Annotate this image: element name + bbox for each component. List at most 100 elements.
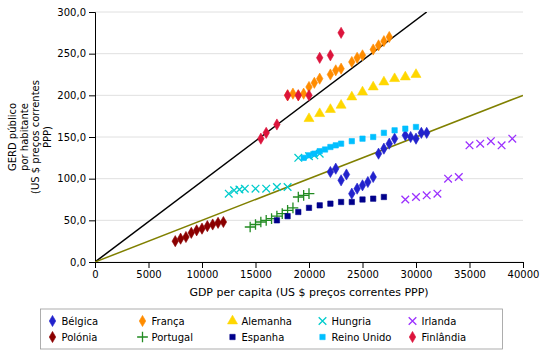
point <box>338 141 343 146</box>
x-tick-label: 25000 <box>347 269 379 280</box>
x-tick-label: 5000 <box>136 269 161 280</box>
point <box>306 153 311 158</box>
x-tick-label: 20000 <box>294 269 326 280</box>
point <box>328 201 333 206</box>
y-tick-mark <box>89 262 95 263</box>
legend-label: Reino Unido <box>332 332 392 343</box>
point <box>498 142 506 150</box>
point <box>306 205 311 210</box>
point <box>255 217 266 228</box>
point <box>338 27 344 38</box>
x-tick: 30000 <box>401 262 433 280</box>
x-tick-mark <box>202 262 203 268</box>
y-tick-label: 300,0 <box>57 7 86 18</box>
point <box>273 183 281 191</box>
grid-line <box>95 137 523 138</box>
legend-marker <box>319 317 327 325</box>
point <box>220 216 226 227</box>
point <box>423 192 431 200</box>
x-tick: 20000 <box>294 262 326 280</box>
point <box>354 52 360 63</box>
point <box>401 196 409 204</box>
point <box>262 185 270 193</box>
point <box>274 119 280 130</box>
point <box>368 81 378 90</box>
grid <box>95 12 523 262</box>
x-tick: 35000 <box>454 262 486 280</box>
point <box>407 131 413 142</box>
point <box>434 190 442 198</box>
legend-label: Portugal <box>152 332 193 343</box>
point <box>284 183 292 191</box>
point <box>403 126 408 131</box>
point <box>375 148 381 159</box>
y-tick: 250,0 <box>57 48 95 59</box>
point <box>295 90 301 101</box>
point <box>312 151 317 156</box>
point <box>487 137 495 145</box>
point <box>391 133 397 144</box>
point <box>400 71 410 80</box>
point <box>215 217 221 228</box>
y-tick: 200,0 <box>57 90 95 101</box>
point <box>360 136 365 141</box>
chart: 0500010000150002000025000300003500040000… <box>0 0 543 353</box>
point <box>370 171 376 182</box>
x-tick-label: 15000 <box>240 269 272 280</box>
y-tick-mark <box>89 137 95 138</box>
y-axis-line <box>89 13 96 263</box>
point <box>304 113 314 122</box>
point <box>188 227 194 238</box>
x-tick: 25000 <box>347 262 379 280</box>
point <box>322 147 327 152</box>
y-tick-label: 0,0 <box>70 257 86 268</box>
legend: BélgicaFrançaAlemanhaHungriaIrlandaPolón… <box>41 309 503 349</box>
legend-item: Espanha <box>230 332 284 343</box>
point <box>298 190 309 201</box>
series <box>258 27 345 144</box>
point <box>284 90 290 101</box>
point <box>325 104 335 113</box>
point <box>381 130 386 135</box>
reference-line <box>95 95 523 262</box>
point <box>258 133 264 144</box>
point <box>466 142 474 150</box>
legend-item: Finlândia <box>409 331 466 342</box>
point <box>343 169 349 180</box>
series <box>304 69 421 122</box>
y-tick-label: 50,0 <box>64 215 86 226</box>
grid-line <box>95 220 523 221</box>
x-tick: 15000 <box>240 262 272 280</box>
marks <box>95 12 523 262</box>
legend-marker <box>230 334 235 339</box>
x-tick-mark <box>363 262 364 268</box>
series <box>274 194 386 223</box>
legend-marker <box>320 334 325 339</box>
point <box>390 73 400 82</box>
point <box>349 199 354 204</box>
point <box>333 143 338 148</box>
point <box>317 148 322 153</box>
point <box>347 91 357 100</box>
point <box>379 76 389 85</box>
x-tick-mark <box>416 262 417 268</box>
x-tick-label: 35000 <box>454 269 486 280</box>
point <box>245 222 256 233</box>
point <box>338 175 344 186</box>
reference-line <box>95 12 427 262</box>
y-tick-label: 250,0 <box>57 48 86 59</box>
point <box>338 63 344 74</box>
x-axis-line <box>96 263 524 269</box>
legend-marker <box>409 317 417 325</box>
legend-marker <box>409 331 415 342</box>
point <box>177 233 183 244</box>
point <box>290 88 296 99</box>
point <box>381 194 386 199</box>
y-tick: 100,0 <box>57 173 95 184</box>
legend-box <box>41 309 503 349</box>
y-tick-label: 150,0 <box>57 132 86 143</box>
legend-label: Hungria <box>332 316 372 327</box>
x-tick: 5000 <box>136 262 161 280</box>
series <box>245 188 315 232</box>
point <box>365 176 371 187</box>
